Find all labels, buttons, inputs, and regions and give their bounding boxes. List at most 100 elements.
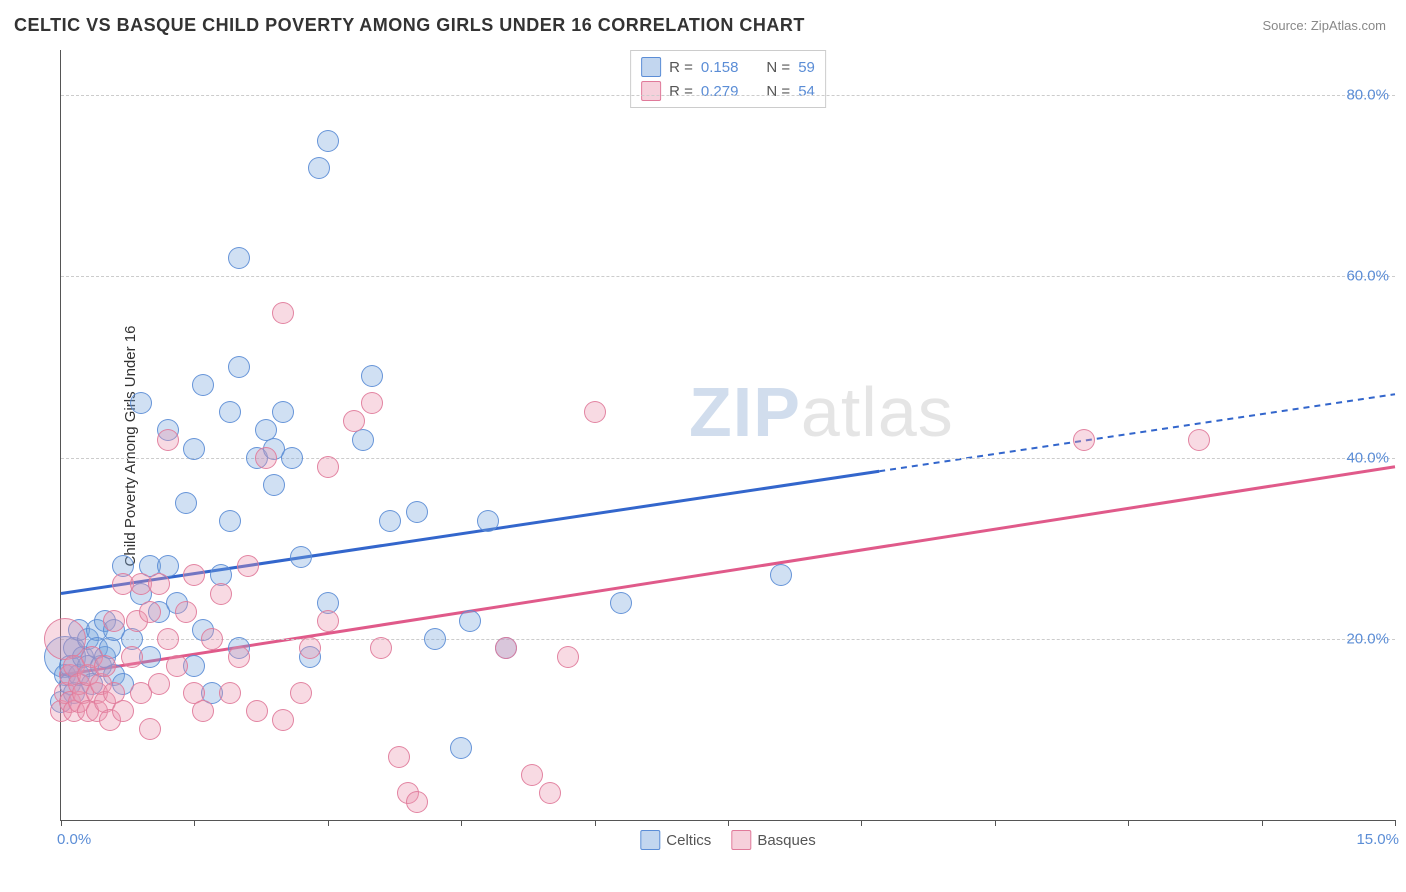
scatter-point	[495, 637, 517, 659]
scatter-point	[157, 628, 179, 650]
gridline	[61, 276, 1395, 277]
y-tick-label: 20.0%	[1346, 630, 1389, 647]
legend-label: Basques	[757, 832, 815, 849]
swatch-basques-icon	[641, 81, 661, 101]
legend-item-celtics: Celtics	[640, 830, 711, 850]
scatter-point	[308, 157, 330, 179]
title-bar: CELTIC VS BASQUE CHILD POVERTY AMONG GIR…	[0, 0, 1406, 46]
x-tick	[461, 820, 462, 826]
scatter-point	[361, 392, 383, 414]
legend-stats: R = 0.158 N = 59 R = 0.279 N = 54	[630, 50, 826, 108]
scatter-point	[406, 501, 428, 523]
scatter-point	[450, 737, 472, 759]
legend-series: Celtics Basques	[640, 830, 815, 850]
scatter-point	[272, 709, 294, 731]
scatter-point	[406, 791, 428, 813]
scatter-point	[281, 447, 303, 469]
scatter-point	[459, 610, 481, 632]
scatter-point	[130, 392, 152, 414]
scatter-point	[584, 401, 606, 423]
scatter-point	[343, 410, 365, 432]
legend-stats-row-celtics: R = 0.158 N = 59	[641, 55, 815, 79]
scatter-point	[139, 601, 161, 623]
n-value-celtics: 59	[798, 59, 815, 76]
scatter-point	[317, 130, 339, 152]
scatter-point	[237, 555, 259, 577]
scatter-point	[477, 510, 499, 532]
scatter-point	[201, 628, 223, 650]
scatter-point	[44, 618, 86, 660]
scatter-point	[228, 247, 250, 269]
chart-container: CELTIC VS BASQUE CHILD POVERTY AMONG GIR…	[0, 0, 1406, 892]
scatter-point	[370, 637, 392, 659]
scatter-point	[1188, 429, 1210, 451]
n-label: N =	[766, 83, 790, 100]
scatter-point	[379, 510, 401, 532]
scatter-point	[210, 583, 232, 605]
x-tick	[995, 820, 996, 826]
scatter-point	[263, 474, 285, 496]
x-tick	[194, 820, 195, 826]
scatter-point	[157, 429, 179, 451]
x-tick-label: 15.0%	[1356, 831, 1399, 848]
scatter-point	[112, 700, 134, 722]
scatter-point	[228, 646, 250, 668]
scatter-point	[539, 782, 561, 804]
scatter-point	[219, 510, 241, 532]
scatter-point	[219, 682, 241, 704]
gridline	[61, 95, 1395, 96]
scatter-point	[139, 718, 161, 740]
scatter-point	[317, 456, 339, 478]
y-tick-label: 80.0%	[1346, 87, 1389, 104]
scatter-point	[148, 573, 170, 595]
trend-line-dashed	[879, 394, 1395, 471]
scatter-point	[148, 673, 170, 695]
scatter-point	[166, 655, 188, 677]
scatter-point	[192, 374, 214, 396]
r-label: R =	[669, 59, 693, 76]
scatter-point	[175, 601, 197, 623]
legend-stats-row-basques: R = 0.279 N = 54	[641, 79, 815, 103]
scatter-point	[361, 365, 383, 387]
swatch-celtics-icon	[640, 830, 660, 850]
x-tick	[61, 820, 62, 826]
scatter-point	[290, 682, 312, 704]
x-tick	[1128, 820, 1129, 826]
scatter-point	[388, 746, 410, 768]
scatter-point	[424, 628, 446, 650]
plot-area: ZIPatlas R = 0.158 N = 59 R = 0.279 N = …	[60, 50, 1395, 821]
scatter-point	[610, 592, 632, 614]
scatter-point	[175, 492, 197, 514]
n-label: N =	[766, 59, 790, 76]
source-label: Source: ZipAtlas.com	[1262, 18, 1386, 33]
n-value-basques: 54	[798, 83, 815, 100]
scatter-point	[521, 764, 543, 786]
scatter-point	[317, 610, 339, 632]
x-tick	[328, 820, 329, 826]
scatter-point	[272, 401, 294, 423]
scatter-point	[183, 438, 205, 460]
x-tick	[861, 820, 862, 826]
scatter-point	[103, 610, 125, 632]
scatter-point	[770, 564, 792, 586]
y-tick-label: 40.0%	[1346, 449, 1389, 466]
scatter-point	[272, 302, 294, 324]
scatter-point	[183, 564, 205, 586]
x-tick-label: 0.0%	[57, 831, 91, 848]
r-value-celtics: 0.158	[701, 59, 739, 76]
chart-title: CELTIC VS BASQUE CHILD POVERTY AMONG GIR…	[14, 15, 805, 36]
scatter-point	[557, 646, 579, 668]
scatter-point	[228, 356, 250, 378]
x-tick	[728, 820, 729, 826]
gridline	[61, 639, 1395, 640]
scatter-point	[290, 546, 312, 568]
r-value-basques: 0.279	[701, 83, 739, 100]
x-tick	[1262, 820, 1263, 826]
scatter-point	[255, 447, 277, 469]
legend-item-basques: Basques	[731, 830, 815, 850]
scatter-point	[121, 646, 143, 668]
swatch-celtics-icon	[641, 57, 661, 77]
y-tick-label: 60.0%	[1346, 268, 1389, 285]
scatter-point	[299, 637, 321, 659]
trend-line	[61, 467, 1395, 675]
